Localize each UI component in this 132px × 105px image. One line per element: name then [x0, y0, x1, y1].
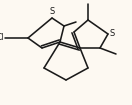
Text: Cl: Cl	[84, 0, 92, 3]
Text: S: S	[49, 7, 55, 16]
Text: Cl: Cl	[0, 33, 4, 43]
Text: S: S	[110, 30, 115, 39]
